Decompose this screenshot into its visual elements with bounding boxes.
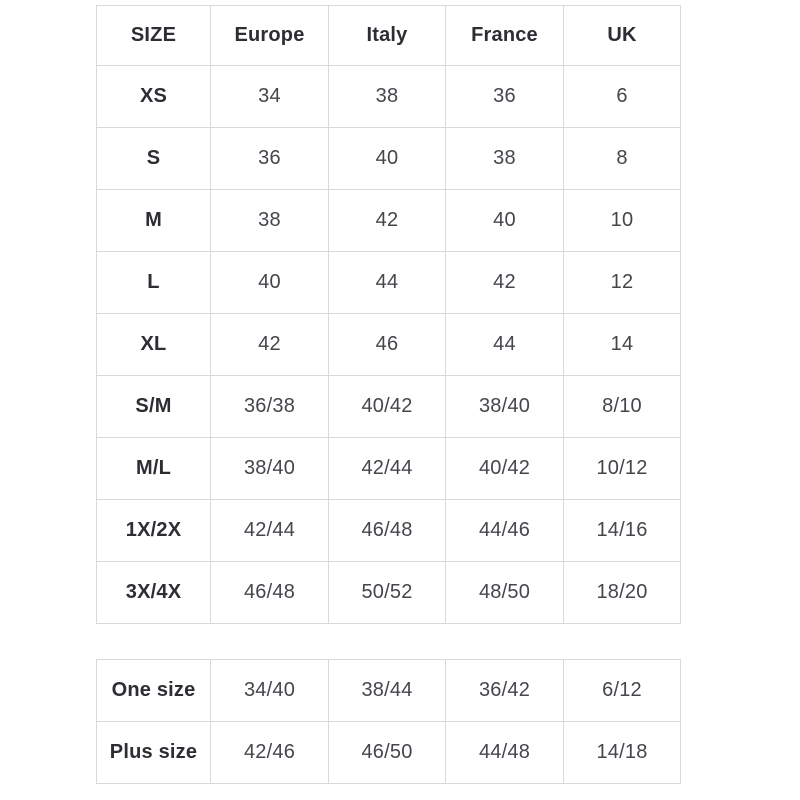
size-label: S/M xyxy=(96,375,211,438)
value-uk: 6/12 xyxy=(563,659,681,722)
size-label: L xyxy=(96,251,211,314)
size-label: XL xyxy=(96,313,211,376)
value-italy: 40 xyxy=(328,127,446,190)
value-uk: 10/12 xyxy=(563,437,681,500)
value-uk: 14/16 xyxy=(563,499,681,562)
value-italy: 38/44 xyxy=(328,659,446,722)
value-italy: 46/50 xyxy=(328,721,446,784)
value-france: 44/48 xyxy=(445,721,564,784)
table-row-plus-size: Plus size 42/46 46/50 44/48 14/18 xyxy=(96,721,681,784)
value-italy: 40/42 xyxy=(328,375,446,438)
value-europe: 42 xyxy=(210,313,329,376)
column-header-size: SIZE xyxy=(96,5,211,66)
table-row-l: L 40 44 42 12 xyxy=(96,251,681,314)
value-uk: 8/10 xyxy=(563,375,681,438)
one-size-plus-size-table: One size 34/40 38/44 36/42 6/12 Plus siz… xyxy=(96,659,681,784)
table-row-xl: XL 42 46 44 14 xyxy=(96,313,681,376)
value-europe: 36 xyxy=(210,127,329,190)
value-europe: 38/40 xyxy=(210,437,329,500)
value-uk: 18/20 xyxy=(563,561,681,624)
table-row-m: M 38 42 40 10 xyxy=(96,189,681,252)
column-header-europe: Europe xyxy=(210,5,329,66)
value-italy: 50/52 xyxy=(328,561,446,624)
size-label: XS xyxy=(96,65,211,128)
table-row-m-l: M/L 38/40 42/44 40/42 10/12 xyxy=(96,437,681,500)
table-row-3x-4x: 3X/4X 46/48 50/52 48/50 18/20 xyxy=(96,561,681,624)
value-europe: 34/40 xyxy=(210,659,329,722)
column-header-france: France xyxy=(445,5,564,66)
value-europe: 40 xyxy=(210,251,329,314)
value-uk: 10 xyxy=(563,189,681,252)
value-france: 44/46 xyxy=(445,499,564,562)
column-header-uk: UK xyxy=(563,5,681,66)
value-uk: 8 xyxy=(563,127,681,190)
value-france: 40/42 xyxy=(445,437,564,500)
size-label: M xyxy=(96,189,211,252)
tables-gap xyxy=(96,624,680,659)
value-europe: 34 xyxy=(210,65,329,128)
column-header-italy: Italy xyxy=(328,5,446,66)
value-france: 36 xyxy=(445,65,564,128)
value-france: 48/50 xyxy=(445,561,564,624)
value-uk: 14/18 xyxy=(563,721,681,784)
value-france: 40 xyxy=(445,189,564,252)
value-europe: 38 xyxy=(210,189,329,252)
value-france: 38 xyxy=(445,127,564,190)
value-europe: 46/48 xyxy=(210,561,329,624)
size-label: S xyxy=(96,127,211,190)
value-italy: 42/44 xyxy=(328,437,446,500)
table-row-1x-2x: 1X/2X 42/44 46/48 44/46 14/16 xyxy=(96,499,681,562)
value-italy: 46 xyxy=(328,313,446,376)
tables-container: SIZE Europe Italy France UK XS 34 38 36 … xyxy=(96,0,681,784)
value-france: 44 xyxy=(445,313,564,376)
value-uk: 14 xyxy=(563,313,681,376)
value-uk: 6 xyxy=(563,65,681,128)
header-row: SIZE Europe Italy France UK xyxy=(96,5,681,66)
value-italy: 46/48 xyxy=(328,499,446,562)
size-label: 3X/4X xyxy=(96,561,211,624)
size-conversion-table: SIZE Europe Italy France UK XS 34 38 36 … xyxy=(96,5,681,624)
table-row-s-m: S/M 36/38 40/42 38/40 8/10 xyxy=(96,375,681,438)
value-europe: 42/44 xyxy=(210,499,329,562)
value-italy: 38 xyxy=(328,65,446,128)
size-label: 1X/2X xyxy=(96,499,211,562)
size-label: M/L xyxy=(96,437,211,500)
size-label: One size xyxy=(96,659,211,722)
value-france: 36/42 xyxy=(445,659,564,722)
value-france: 42 xyxy=(445,251,564,314)
table-row-xs: XS 34 38 36 6 xyxy=(96,65,681,128)
value-italy: 44 xyxy=(328,251,446,314)
table-row-s: S 36 40 38 8 xyxy=(96,127,681,190)
value-italy: 42 xyxy=(328,189,446,252)
value-europe: 36/38 xyxy=(210,375,329,438)
value-france: 38/40 xyxy=(445,375,564,438)
size-label: Plus size xyxy=(96,721,211,784)
table-row-one-size: One size 34/40 38/44 36/42 6/12 xyxy=(96,659,681,722)
value-uk: 12 xyxy=(563,251,681,314)
value-europe: 42/46 xyxy=(210,721,329,784)
